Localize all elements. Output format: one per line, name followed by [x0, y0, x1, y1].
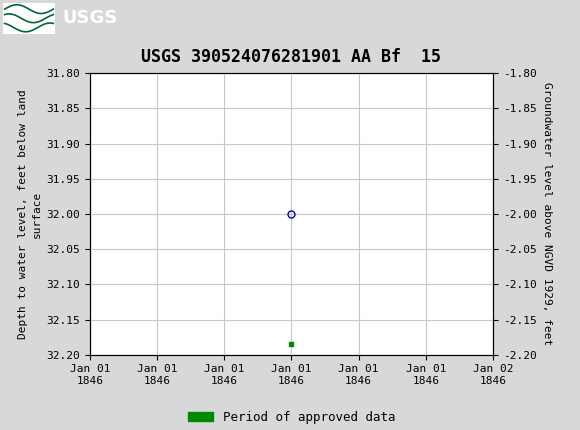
Bar [3, 3, 55, 34]
Text: USGS: USGS [63, 9, 118, 27]
Y-axis label: Depth to water level, feet below land
surface: Depth to water level, feet below land su… [18, 89, 42, 339]
Y-axis label: Groundwater level above NGVD 1929, feet: Groundwater level above NGVD 1929, feet [542, 82, 552, 346]
Legend: Period of approved data: Period of approved data [183, 406, 400, 429]
Title: USGS 390524076281901 AA Bf  15: USGS 390524076281901 AA Bf 15 [142, 48, 441, 66]
